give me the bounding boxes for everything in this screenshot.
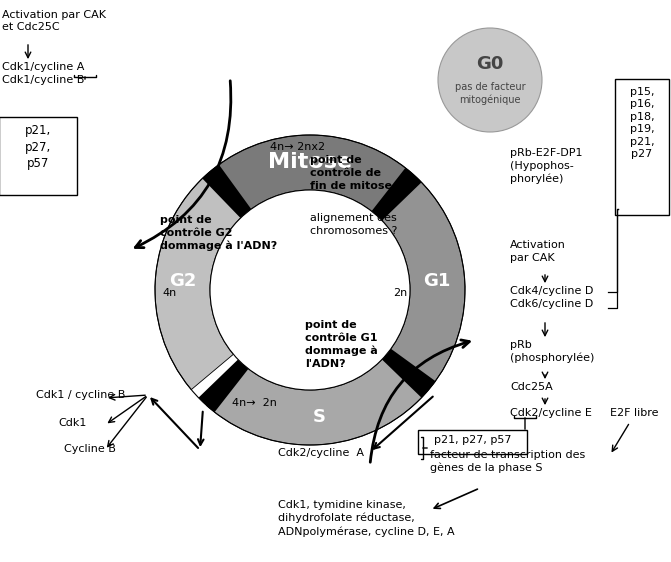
Text: G1: G1 bbox=[423, 272, 451, 290]
Text: 4n→ 2nx2: 4n→ 2nx2 bbox=[270, 142, 325, 152]
Text: 4n→  2n: 4n→ 2n bbox=[232, 398, 277, 408]
Text: point de
contrôle G2
dommage à l'ADN?: point de contrôle G2 dommage à l'ADN? bbox=[160, 215, 277, 251]
FancyBboxPatch shape bbox=[615, 79, 669, 215]
Text: p15,
p16,
p18,
p19,
p21,
p27: p15, p16, p18, p19, p21, p27 bbox=[629, 87, 654, 159]
Wedge shape bbox=[199, 360, 248, 412]
Text: Cycline B: Cycline B bbox=[64, 444, 116, 454]
Text: Cdk4/cycline D
Cdk6/cycline D: Cdk4/cycline D Cdk6/cycline D bbox=[510, 286, 593, 309]
Text: G2: G2 bbox=[169, 272, 197, 290]
Text: Cdc25A: Cdc25A bbox=[510, 382, 553, 392]
Wedge shape bbox=[206, 354, 429, 445]
Text: point de
contrôle de
fin de mitose: point de contrôle de fin de mitose bbox=[310, 155, 392, 191]
Text: Cdk1/cycline A
Cdk1/cycline B: Cdk1/cycline A Cdk1/cycline B bbox=[2, 62, 85, 85]
Circle shape bbox=[210, 190, 410, 390]
Wedge shape bbox=[372, 168, 421, 220]
Text: alignement des
chromosomes ?: alignement des chromosomes ? bbox=[310, 213, 397, 236]
Text: 2n: 2n bbox=[393, 288, 407, 298]
Circle shape bbox=[438, 28, 542, 132]
Wedge shape bbox=[203, 165, 251, 218]
Text: p21,
p27,
p57: p21, p27, p57 bbox=[25, 124, 51, 170]
Text: Cdk1: Cdk1 bbox=[58, 418, 87, 428]
Wedge shape bbox=[382, 349, 435, 398]
Text: S: S bbox=[313, 408, 325, 426]
Text: Cdk2/cycline E: Cdk2/cycline E bbox=[510, 408, 592, 418]
Text: Activation par CAK
et Cdc25C: Activation par CAK et Cdc25C bbox=[2, 10, 106, 33]
Text: E2F libre: E2F libre bbox=[610, 408, 658, 418]
Text: 4n: 4n bbox=[162, 288, 176, 298]
Wedge shape bbox=[377, 175, 465, 389]
Text: Mitose: Mitose bbox=[268, 152, 352, 173]
FancyBboxPatch shape bbox=[418, 430, 527, 454]
Text: G0: G0 bbox=[476, 55, 504, 73]
Text: Cdk1, tymidine kinase,
dihydrofolate réductase,
ADNpolymérase, cycline D, E, A: Cdk1, tymidine kinase, dihydrofolate réd… bbox=[278, 500, 455, 537]
Text: p21, p27, p57: p21, p27, p57 bbox=[434, 435, 512, 445]
Text: facteur de transcription des
gènes de la phase S: facteur de transcription des gènes de la… bbox=[430, 450, 585, 473]
Text: Cdk1 / cycline B: Cdk1 / cycline B bbox=[36, 390, 125, 400]
Text: pRb
(phosphorylée): pRb (phosphorylée) bbox=[510, 340, 595, 364]
Wedge shape bbox=[155, 175, 243, 389]
FancyBboxPatch shape bbox=[0, 117, 77, 195]
Text: Cdk2/cycline  A: Cdk2/cycline A bbox=[278, 448, 364, 458]
Wedge shape bbox=[206, 135, 414, 216]
Text: point de
contrôle G1
dommage à
l'ADN?: point de contrôle G1 dommage à l'ADN? bbox=[305, 320, 378, 369]
Text: pas de facteur
mitogénique: pas de facteur mitogénique bbox=[455, 82, 525, 105]
Text: Activation
par CAK: Activation par CAK bbox=[510, 240, 566, 263]
Text: pRb-E2F-DP1
(Hypophos-
phorylée): pRb-E2F-DP1 (Hypophos- phorylée) bbox=[510, 148, 582, 184]
